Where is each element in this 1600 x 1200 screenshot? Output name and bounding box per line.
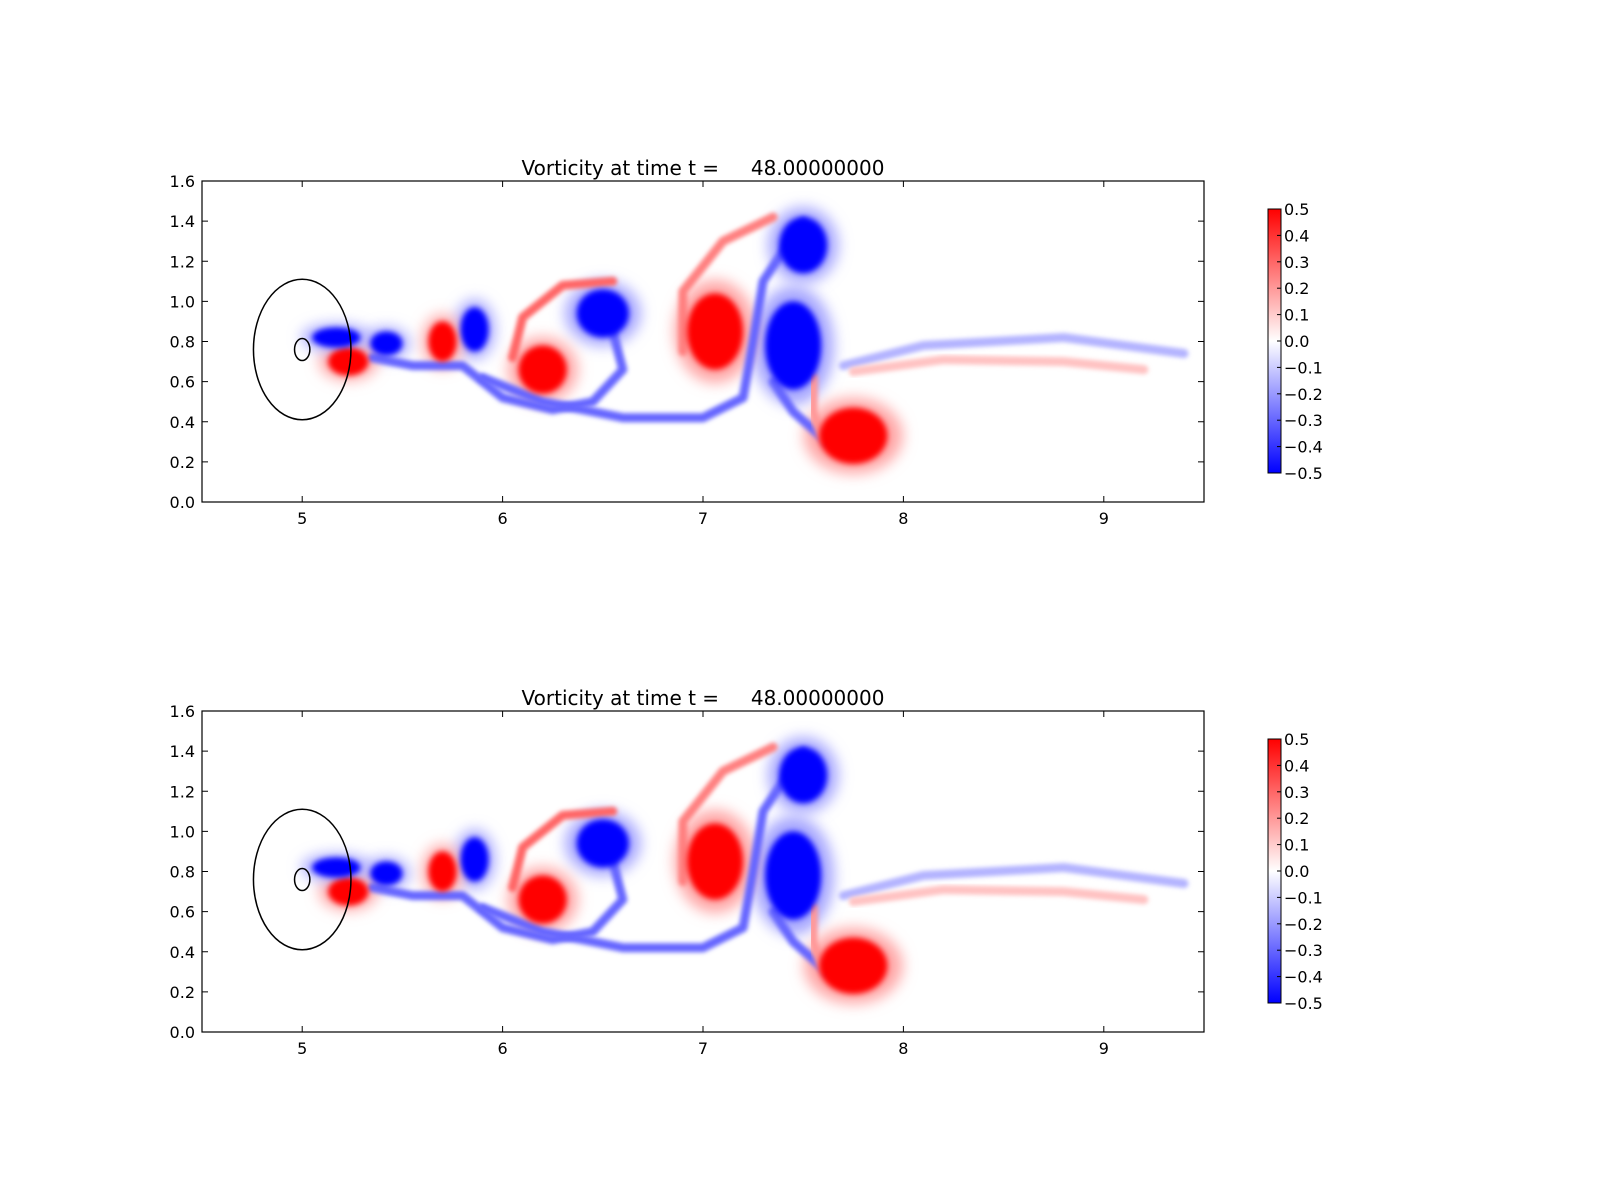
vorticity-field (252, 207, 1189, 474)
vorticity-filament (678, 212, 778, 356)
chart-title: Vorticity at time t = 48.00000000 (522, 686, 885, 710)
y-tick-label: 0.8 (170, 863, 195, 882)
colorbar-tick-label: 0.5 (1284, 200, 1309, 219)
chart-title: Vorticity at time t = 48.00000000 (522, 156, 885, 180)
vortex-core (686, 293, 744, 370)
colorbar-tick-label: −0.2 (1284, 385, 1323, 404)
y-tick-label: 0.2 (170, 453, 195, 472)
vortex-core (765, 831, 822, 920)
refinement-circle (293, 867, 311, 892)
colorbar-tick-label: 0.2 (1284, 809, 1309, 828)
colorbar-tick-label: −0.2 (1284, 915, 1323, 934)
vorticity-filament (838, 333, 1189, 371)
colorbar-tick-label: 0.4 (1284, 226, 1309, 245)
vorticity-filament (508, 806, 618, 892)
y-tick-label: 0.6 (170, 903, 195, 922)
vorticity-filament (838, 863, 1189, 901)
refinement-circle (252, 808, 352, 951)
x-tick-label: 9 (1099, 509, 1109, 528)
colorbar-tick-label: 0.3 (1284, 783, 1309, 802)
y-tick-label: 0.4 (170, 943, 195, 962)
y-tick-label: 0.2 (170, 983, 195, 1002)
vorticity-filament (508, 276, 618, 363)
refinement-circle (252, 278, 352, 421)
vorticity-filament (478, 216, 808, 423)
vortex-core (312, 857, 361, 878)
vortex-core (428, 851, 457, 892)
colorbar-tick-label: 0.1 (1284, 306, 1309, 325)
colorbar-tick-label: −0.4 (1284, 968, 1323, 987)
x-tick-label: 5 (297, 1039, 307, 1058)
y-tick-label: 1.0 (170, 822, 195, 841)
y-tick-label: 0.0 (170, 1023, 195, 1042)
vortex-core (765, 301, 822, 390)
vortex-core (779, 217, 828, 274)
colorbar-tick-label: −0.3 (1284, 941, 1323, 960)
vortex-core (518, 345, 567, 394)
x-tick-label: 7 (698, 1039, 708, 1058)
colorbar-tick-label: −0.1 (1284, 358, 1323, 377)
vorticity-filament (367, 327, 628, 415)
vortex-core (576, 289, 629, 338)
vorticity-filament (848, 885, 1149, 907)
vorticity-plot-top: 5 6 7 8 9 0.0 0.2 0.4 0.6 0.8 1.0 1.2 1.4 1.6 Vorticit… (170, 156, 1323, 528)
vortex-core (779, 747, 828, 804)
y-tick-label: 1.6 (170, 172, 195, 191)
vortex-core (460, 837, 489, 882)
colorbar-tick-label: 0.3 (1284, 253, 1309, 272)
colorbar-tick-label: 0.2 (1284, 279, 1309, 298)
colorbar-tick-label: −0.4 (1284, 438, 1323, 457)
colorbar-tick-label: −0.3 (1284, 411, 1323, 430)
vortex-core (370, 861, 403, 886)
vortex-core (312, 327, 361, 348)
vortex-core (460, 307, 489, 352)
vorticity-filament (367, 857, 628, 945)
colorbar-tick-label: 0.1 (1284, 836, 1309, 855)
colorbar: 0.5 0.4 0.3 0.2 0.1 0.0 −0.1 −0.2 −0.3 −0.4 −0.5 (1267, 730, 1323, 1013)
colorbar: 0.5 0.4 0.3 0.2 0.1 0.0 −0.1 −0.2 −0.3 −0.4 −0.5 (1267, 200, 1323, 483)
y-tick-label: 0.0 (170, 493, 195, 512)
vortex-core (686, 823, 744, 900)
vortex-core (819, 407, 888, 464)
y-tick-label: 1.6 (170, 702, 195, 721)
y-tick-label: 1.2 (170, 252, 195, 271)
vortex-core (328, 877, 369, 906)
vortex-core (370, 331, 403, 356)
vorticity-plot-bottom: 5 6 7 8 9 0.0 0.2 0.4 0.6 0.8 1.0 1.2 1.4 1.6 Vorticit… (170, 686, 1323, 1058)
vorticity-field (252, 737, 1189, 1004)
colorbar-tick-label: 0.0 (1284, 862, 1309, 881)
vorticity-filament (848, 355, 1149, 377)
x-tick-label: 6 (498, 509, 508, 528)
y-tick-label: 1.0 (170, 292, 195, 311)
colorbar-tick-label: 0.5 (1284, 730, 1309, 749)
y-tick-label: 1.4 (170, 742, 195, 761)
colorbar-tick-label: −0.5 (1284, 464, 1323, 483)
colorbar-tick-label: 0.0 (1284, 332, 1309, 351)
colorbar-tick-label: −0.5 (1284, 994, 1323, 1013)
vortex-core (819, 937, 888, 994)
y-tick-label: 0.4 (170, 413, 195, 432)
y-tick-label: 1.4 (170, 212, 195, 231)
vortex-core (428, 321, 457, 362)
x-tick-label: 7 (698, 509, 708, 528)
y-tick-label: 1.2 (170, 782, 195, 801)
vorticity-filament (678, 742, 778, 886)
x-tick-label: 5 (297, 509, 307, 528)
x-tick-label: 6 (498, 1039, 508, 1058)
vortex-core (518, 875, 567, 924)
colorbar-tick-label: −0.1 (1284, 888, 1323, 907)
x-tick-label: 9 (1099, 1039, 1109, 1058)
colorbar-tick-label: 0.4 (1284, 756, 1309, 775)
vorticity-filament (478, 746, 808, 953)
y-tick-label: 0.6 (170, 373, 195, 392)
vortex-core (328, 347, 369, 376)
x-tick-label: 8 (898, 509, 908, 528)
x-tick-label: 8 (898, 1039, 908, 1058)
refinement-circle (293, 337, 311, 362)
y-tick-label: 0.8 (170, 333, 195, 352)
vortex-core (576, 819, 629, 868)
